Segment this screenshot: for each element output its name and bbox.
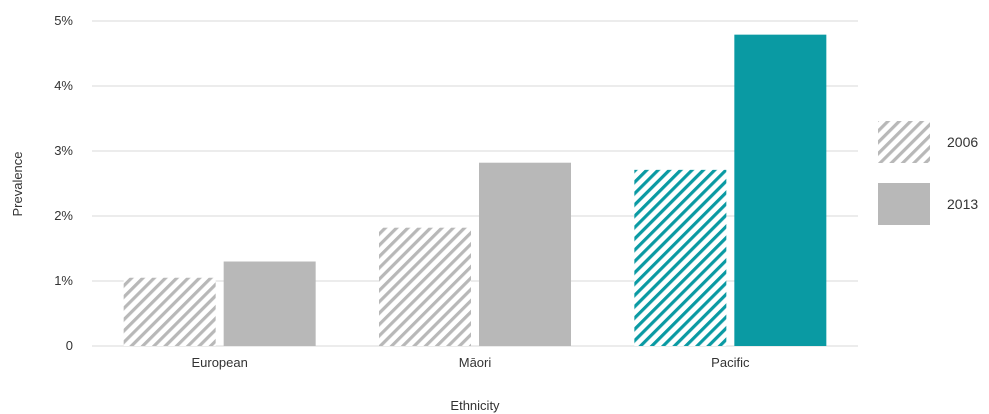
y-tick-label: 0 <box>66 338 73 353</box>
bars <box>123 34 827 347</box>
legend-label-2013: 2013 <box>947 196 978 212</box>
y-tick-label: 2% <box>54 208 73 223</box>
x-axis-ticks: European Māori Pacific <box>191 355 750 370</box>
legend-swatch-2013 <box>878 183 930 225</box>
y-tick-label: 1% <box>54 273 73 288</box>
legend-swatch-2006 <box>878 121 930 163</box>
y-tick-label: 3% <box>54 143 73 158</box>
bar-mori-2006 <box>379 227 471 346</box>
legend: 2006 2013 <box>878 121 978 225</box>
x-tick-label: European <box>191 355 247 370</box>
bar-pacific-2013 <box>734 34 827 347</box>
y-axis-title: Prevalence <box>10 151 25 216</box>
x-axis-title: Ethnicity <box>450 398 500 413</box>
bar-pacific-2006 <box>634 169 727 346</box>
y-tick-label: 4% <box>54 78 73 93</box>
legend-label-2006: 2006 <box>947 134 978 150</box>
y-tick-label: 5% <box>54 13 73 28</box>
bar-european-2013 <box>223 261 316 346</box>
bar-mori-2013 <box>479 162 571 346</box>
x-tick-label: Pacific <box>711 355 750 370</box>
bar-european-2006 <box>123 277 216 346</box>
gridlines <box>92 20 858 347</box>
x-tick-label: Māori <box>459 355 492 370</box>
y-axis-ticks: 0 1% 2% 3% 4% 5% <box>54 13 73 353</box>
